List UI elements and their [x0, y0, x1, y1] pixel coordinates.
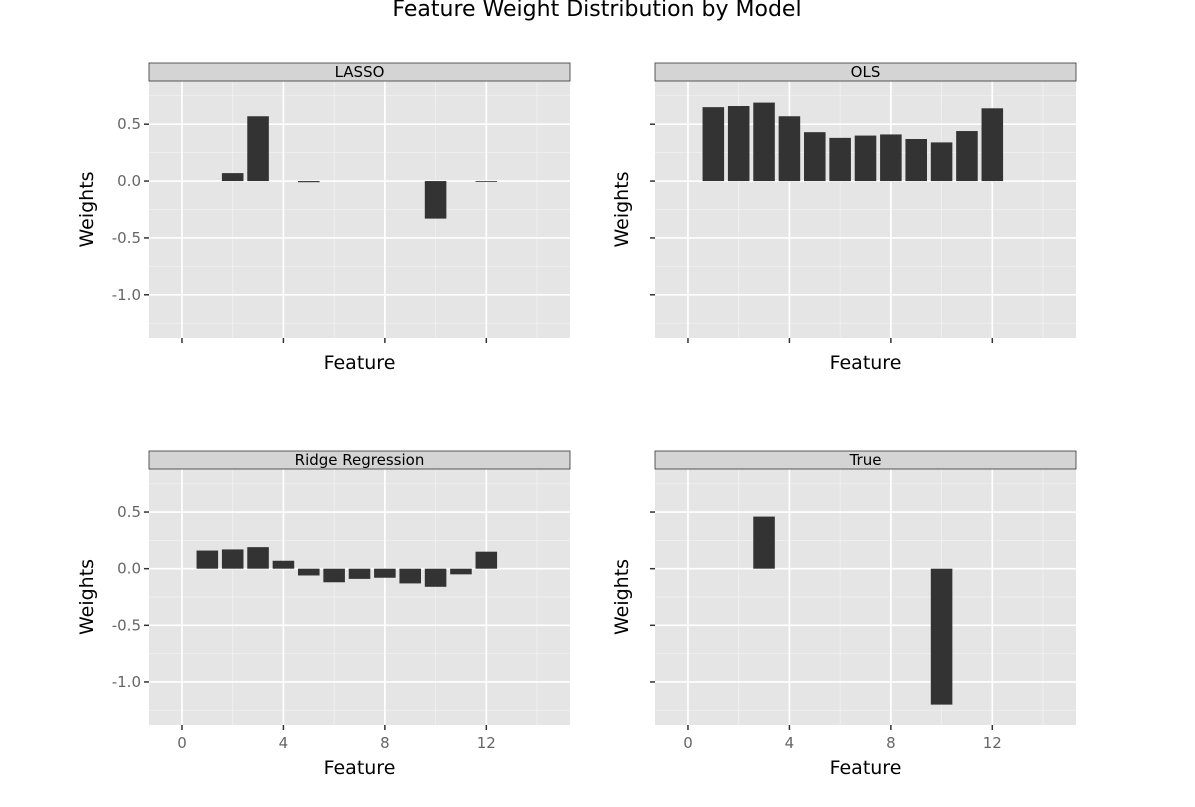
bar-ols-5 [803, 132, 826, 182]
panel-lasso: LASSO 0.5 0.0 -0.5 -1.0 Feature Weights [76, 62, 571, 374]
y-tick-label: -1.0 [112, 673, 141, 691]
x-tick-label: 12 [477, 734, 496, 752]
y-tick-label: -0.5 [112, 616, 141, 634]
facet-strip [148, 450, 571, 470]
facet-label-ridge-regression: Ridge Regression [295, 451, 425, 469]
facet-label-ols: OLS [851, 63, 881, 81]
x-axis-title: Feature [830, 757, 902, 779]
y-axis-title: Weights [611, 171, 633, 247]
bar-ols-6 [829, 137, 851, 182]
bar-ridge-regression-1 [196, 550, 219, 569]
bar-ridge-regression-5 [297, 568, 320, 576]
y-axis-title: Weights [76, 171, 98, 247]
y-tick-label: 0.0 [117, 560, 141, 578]
y-tick-label: -1.0 [112, 286, 141, 304]
bar-lasso-10 [424, 181, 447, 219]
bar-ols-12 [981, 108, 1004, 182]
bar-ridge-regression-9 [399, 568, 422, 584]
x-tick-label: 0 [683, 734, 693, 752]
y-tick-label: 0.0 [117, 172, 141, 190]
x-tick-label: 4 [785, 734, 795, 752]
x-tick-label: 12 [983, 734, 1002, 752]
bar-ols-7 [854, 135, 877, 182]
bar-lasso-3 [247, 116, 269, 182]
y-tick-label: 0.5 [117, 503, 141, 521]
bar-lasso-5 [297, 181, 320, 183]
facet-label-true: True [849, 451, 882, 469]
facet-strip [654, 450, 1077, 470]
bar-ols-4 [778, 116, 801, 182]
bar-ols-11 [956, 131, 978, 182]
y-axis-title: Weights [611, 559, 633, 635]
y-tick-label: 0.5 [117, 115, 141, 133]
y-axis-title: Weights [76, 559, 98, 635]
y-tick-label: -0.5 [112, 229, 141, 247]
facet-strip [654, 62, 1077, 82]
x-axis-title: Feature [324, 352, 396, 374]
bar-ols-8 [880, 134, 902, 182]
bar-lasso-12 [475, 181, 498, 182]
x-axis-title: Feature [324, 757, 396, 779]
bar-ridge-regression-7 [348, 568, 371, 579]
panel-ridge-regression: Ridge Regression 0.5 0.0 -0.5 -1.0 0 4 8 12 Featu… [76, 450, 571, 779]
bar-true-10 [930, 568, 953, 705]
bar-ridge-regression-11 [450, 568, 472, 575]
bar-ridge-regression-4 [272, 560, 295, 569]
x-tick-label: 8 [886, 734, 896, 752]
bar-ridge-regression-3 [247, 547, 269, 569]
bar-ols-1 [702, 107, 725, 182]
x-axis-title: Feature [830, 352, 902, 374]
bar-ols-10 [930, 142, 953, 182]
bar-ols-2 [727, 106, 750, 182]
bar-ridge-regression-10 [424, 568, 447, 587]
bar-ridge-regression-8 [374, 568, 396, 578]
bar-ridge-regression-2 [221, 549, 244, 569]
facet-panels: LASSO 0.5 0.0 -0.5 -1.0 Feature Weights OLS Feat… [76, 62, 1077, 779]
facet-label-lasso: LASSO [335, 63, 385, 81]
facet-strip [148, 62, 571, 82]
x-tick-label: 8 [380, 734, 390, 752]
x-tick-label: 4 [279, 734, 289, 752]
bar-ridge-regression-12 [475, 551, 498, 569]
bar-true-3 [753, 516, 775, 569]
panel-true: True 0 4 8 12 Feature Weights [611, 450, 1077, 779]
bar-ridge-regression-6 [323, 568, 345, 583]
bar-lasso-2 [221, 173, 244, 182]
bar-ols-3 [753, 102, 775, 182]
panel-ols: OLS Feature Weights [611, 62, 1077, 374]
x-tick-label: 0 [177, 734, 187, 752]
bar-ols-9 [905, 138, 928, 182]
chart-title: Feature Weight Distribution by Model [392, 0, 801, 22]
